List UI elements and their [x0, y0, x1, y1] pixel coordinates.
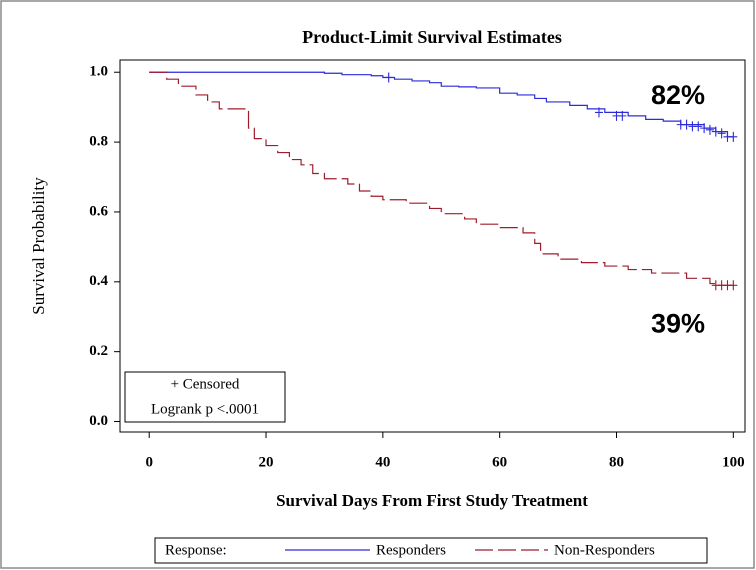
censor-mark: [729, 280, 738, 291]
y-tick-label: 0.4: [89, 273, 108, 289]
censor-mark: [729, 131, 738, 142]
inset-text: Logrank p <.0001: [151, 401, 259, 417]
legend-box: [154, 537, 708, 564]
survival-curve: [149, 71, 734, 286]
inset-box: [124, 371, 286, 423]
y-tick-label: 0.2: [89, 343, 108, 359]
legend-title: Response:: [165, 542, 227, 558]
y-tick-label: 1.0: [89, 64, 108, 80]
censor-mark: [717, 128, 726, 139]
plot-frame: [119, 59, 746, 433]
annotation: 39%: [651, 308, 705, 338]
x-tick-label: 80: [609, 454, 624, 470]
censor-mark: [618, 110, 627, 121]
censor-mark: [694, 121, 703, 132]
x-tick-label: 60: [492, 454, 507, 470]
y-tick-label: 0.6: [89, 203, 108, 219]
x-tick-label: 0: [145, 454, 153, 470]
legend-label: Responders: [376, 542, 446, 558]
censor-mark: [384, 72, 393, 83]
censor-mark: [711, 126, 720, 137]
inset-text: + Censored: [171, 376, 240, 392]
y-tick-label: 0.8: [89, 134, 108, 150]
y-tick-label: 0.0: [89, 413, 108, 429]
x-tick-label: 40: [375, 454, 390, 470]
annotation: 82%: [651, 80, 705, 110]
censor-mark: [700, 123, 709, 134]
chart-title: Product-Limit Survival Estimates: [302, 27, 562, 47]
y-axis-label: Survival Probability: [29, 177, 48, 315]
censor-mark: [705, 124, 714, 135]
x-tick-label: 20: [259, 454, 274, 470]
censor-mark: [682, 119, 691, 130]
legend-label: Non-Responders: [554, 542, 655, 558]
x-axis-label: Survival Days From First Study Treatment: [276, 491, 588, 510]
x-tick-label: 100: [722, 454, 745, 470]
censor-mark: [594, 107, 603, 118]
